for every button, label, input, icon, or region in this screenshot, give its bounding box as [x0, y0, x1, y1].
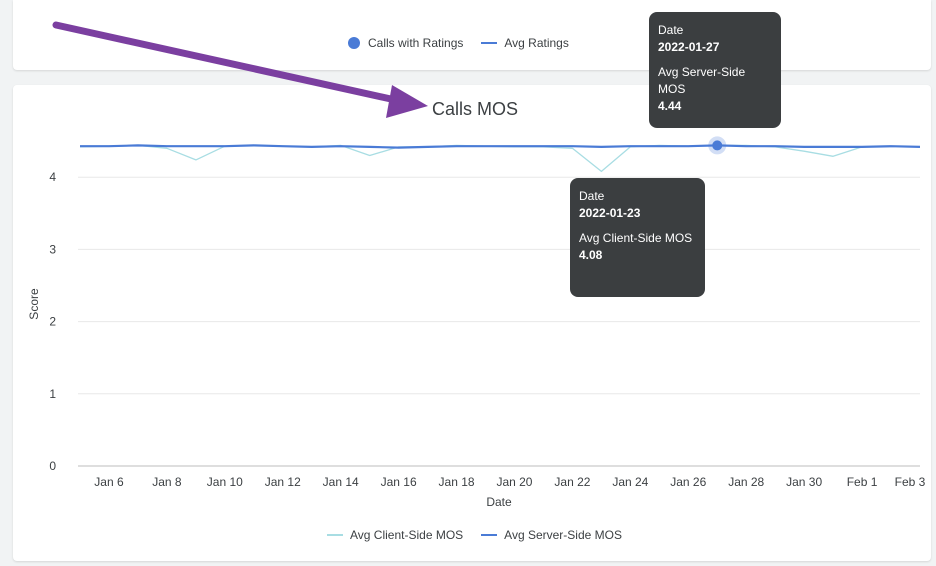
legend-dot-icon [348, 37, 360, 49]
x-tick-label: Feb 3 [895, 475, 926, 489]
series-line-client-side [79, 144, 921, 173]
axes: 0 1 2 3 4 Jan 6 Jan 8 Jan 10 Jan 12 Jan 14 Jan 16 J… [49, 170, 925, 489]
y-axis-title: Score [27, 288, 41, 320]
legend-label-avg-ratings: Avg Ratings [504, 36, 569, 50]
chart-card [13, 85, 931, 561]
tooltip-client-side: Date 2022-01-23 Avg Client-Side MOS 4.08 [570, 178, 705, 297]
grid-lines [78, 176, 920, 467]
legend-label-server-side: Avg Server-Side MOS [504, 528, 622, 542]
y-tick-label: 2 [49, 315, 56, 329]
y-tick-label: 4 [49, 170, 56, 184]
tooltip-server-side: Date 2022-01-27 Avg Server-Side MOS 4.44 [649, 12, 781, 128]
x-tick-label: Jan 18 [439, 475, 475, 489]
arrow-shaft [52, 21, 404, 105]
series-line-server-side [80, 144, 921, 149]
tooltip-date-value: 2022-01-27 [658, 40, 720, 54]
tooltip-date-label: Date [658, 23, 684, 37]
legend-item-server-side[interactable]: Avg Server-Side MOS [481, 528, 622, 542]
x-tick-label: Jan 12 [265, 475, 301, 489]
x-tick-label: Feb 1 [847, 475, 878, 489]
x-tick-label: Jan 20 [496, 475, 532, 489]
arrow-head [386, 85, 428, 118]
legend-label-calls-with-ratings: Calls with Ratings [368, 36, 464, 50]
x-tick-label: Jan 16 [381, 475, 417, 489]
annotation-arrow [52, 21, 428, 118]
x-tick-label: Jan 8 [152, 475, 182, 489]
x-tick-label: Jan 6 [94, 475, 124, 489]
x-axis-title: Date [486, 495, 512, 509]
chart-title: Calls MOS [431, 99, 518, 119]
tooltip-metric-label: Avg Server-Side MOS [658, 65, 746, 96]
legend-line-icon [481, 534, 498, 536]
x-tick-label: Jan 22 [554, 475, 590, 489]
bottom-legend: Avg Client-Side MOS Avg Server-Side MOS [327, 528, 640, 542]
legend-item-client-side[interactable]: Avg Client-Side MOS [327, 528, 463, 542]
legend-label-client-side: Avg Client-Side MOS [350, 528, 464, 542]
legend-item-calls-with-ratings[interactable]: Calls with Ratings [348, 36, 463, 50]
legend-line-icon [481, 42, 498, 44]
x-tick-label: Jan 30 [786, 475, 822, 489]
x-tick-label: Jan 10 [207, 475, 243, 489]
highlight-point [712, 140, 723, 151]
y-tick-label: 1 [49, 387, 56, 401]
tooltip-date-value: 2022-01-23 [579, 206, 641, 220]
legend-item-avg-ratings[interactable]: Avg Ratings [481, 36, 569, 50]
x-tick-label: Jan 24 [612, 475, 648, 489]
tooltip-metric-value: 4.44 [658, 99, 682, 113]
top-legend: Calls with Ratings Avg Ratings [348, 36, 587, 50]
tooltip-date-label: Date [579, 189, 605, 203]
series-lines [79, 136, 921, 173]
tooltip-metric-label: Avg Client-Side MOS [579, 231, 693, 245]
x-tick-label: Jan 14 [323, 475, 359, 489]
legend-line-icon [327, 534, 343, 536]
y-tick-label: 3 [49, 242, 56, 256]
x-tick-label: Jan 28 [728, 475, 764, 489]
tooltip-metric-value: 4.08 [579, 248, 603, 262]
x-tick-label: Jan 26 [670, 475, 706, 489]
y-tick-label: 0 [49, 459, 56, 473]
